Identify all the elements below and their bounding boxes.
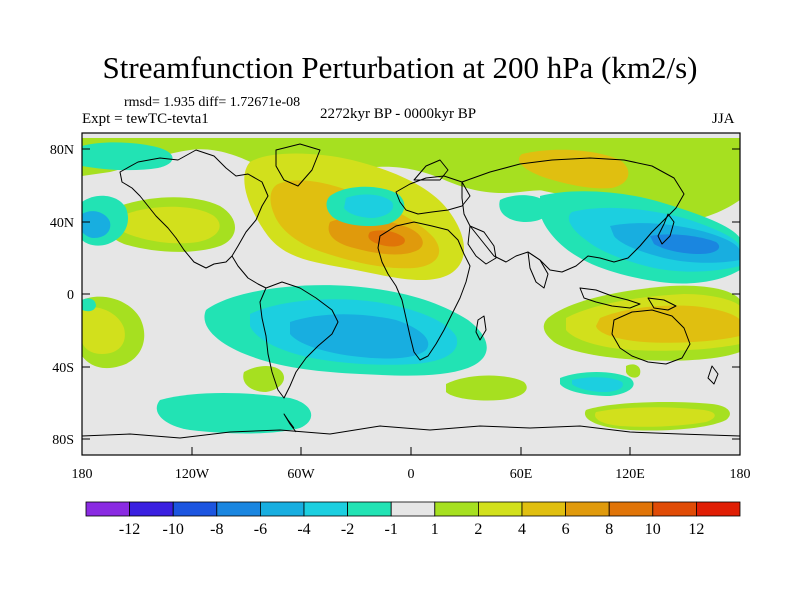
colorbar-label: -4	[297, 521, 310, 538]
coast-antarctic-peninsula	[283, 413, 297, 433]
time-period-label: 2272kyr BP - 0000kyr BP	[320, 106, 477, 122]
lat-label-40n: 40N	[50, 216, 74, 231]
contour-pos5	[368, 230, 405, 247]
colorbar-box	[696, 501, 741, 517]
colorbar-box	[172, 501, 218, 517]
coastlines	[82, 143, 740, 439]
coast-north-america	[119, 149, 269, 269]
lon-ticks	[81, 447, 741, 455]
colorbar-box	[216, 501, 261, 517]
coast-central-america	[231, 255, 267, 289]
lat-label-40s: 40S	[52, 361, 74, 376]
coast-new-guinea	[647, 297, 677, 311]
colorbar-box	[434, 501, 479, 517]
lon-labels: 180 120W 60W 0 60E 120E 180	[72, 467, 751, 482]
contour-neg3-nw	[82, 211, 111, 238]
contour-neg3-sw	[290, 314, 429, 359]
colorbar-label: -12	[119, 521, 140, 538]
contour-pos2-far-s	[595, 407, 715, 427]
colorbar-label: -8	[210, 521, 223, 538]
lon-label-60w: 60W	[287, 467, 315, 482]
colorbar-box	[303, 501, 348, 517]
coast-madagascar	[475, 315, 487, 341]
coast-arabia	[467, 225, 497, 265]
colorbar-box	[347, 501, 392, 517]
colorbar-label: 6	[562, 521, 570, 538]
contour-neg1-far-s	[156, 393, 312, 434]
coast-scandinavia	[413, 159, 449, 181]
coast-japan	[657, 213, 675, 245]
contour-pos2-sw	[82, 306, 125, 354]
colorbar-box	[565, 501, 610, 517]
lat-label-0: 0	[67, 288, 74, 303]
experiment-label: Expt = tewTC-tevta1	[82, 111, 209, 127]
colorbar-box	[521, 501, 566, 517]
colorbar-box	[259, 501, 305, 517]
rmsd-stats: rmsd= 1.935 diff= 1.72671e-08	[124, 95, 301, 110]
contour-neg1-far-s2	[82, 298, 96, 312]
coast-greenland	[275, 143, 321, 187]
coast-south-america	[259, 281, 339, 399]
coast-asia	[461, 157, 685, 273]
colorbar-box	[608, 501, 654, 517]
lon-label-180w: 180	[72, 467, 93, 482]
contour-neg2-n	[344, 194, 394, 218]
colorbar-label: 10	[645, 521, 661, 538]
colorbar-box	[85, 501, 130, 517]
lon-label-60e: 60E	[510, 467, 533, 482]
lat-label-80n: 80N	[50, 143, 74, 158]
colorbar-box	[477, 501, 523, 517]
colorbar: -12 -10 -8 -6 -4 -2 -1 1 2 4 6 8 10 12	[85, 501, 741, 538]
colorbar-label: -10	[163, 521, 184, 538]
colorbar-label: 1	[431, 521, 439, 538]
coast-europe	[395, 175, 471, 215]
colorbar-box	[652, 501, 697, 517]
season-label: JJA	[712, 111, 735, 127]
lat-ticks	[82, 148, 740, 440]
coast-australia	[611, 309, 691, 365]
coast-new-zealand	[707, 365, 719, 385]
contour-pos1-s	[243, 366, 285, 392]
contour-pos1-isl	[626, 364, 641, 378]
colorbar-label: -6	[254, 521, 267, 538]
colorbar-label: -2	[341, 521, 354, 538]
coast-india	[527, 251, 549, 289]
colorbar-label: 4	[518, 521, 526, 538]
colorbar-label: 2	[474, 521, 482, 538]
contour-neg1-n2	[82, 142, 173, 171]
map-title: Streamfunction Perturbation at 200 hPa (…	[102, 50, 698, 85]
coast-africa	[377, 221, 471, 361]
contour-pos2-nw	[117, 206, 220, 244]
colorbar-label: -1	[385, 521, 398, 538]
lon-label-120w: 120W	[175, 467, 210, 482]
contour-neg2-s	[572, 377, 623, 392]
lon-label-120e: 120E	[615, 467, 645, 482]
colorbar-label: 8	[605, 521, 613, 538]
coast-indonesia	[579, 287, 641, 309]
lat-labels: 80N 40N 0 40S 80S	[50, 143, 74, 448]
colorbar-box	[390, 501, 436, 517]
contour-neg1-m	[499, 195, 550, 222]
coast-antarctica	[82, 425, 740, 439]
colorbar-box	[129, 501, 174, 517]
contour-pos3-ne	[518, 149, 629, 189]
lon-label-0: 0	[408, 467, 415, 482]
colorbar-label: 12	[688, 521, 704, 538]
contour-pos3-se	[596, 305, 740, 343]
contour-pos1-s2	[446, 375, 527, 401]
lon-label-180e: 180	[730, 467, 751, 482]
lat-label-80s: 80S	[52, 433, 74, 448]
